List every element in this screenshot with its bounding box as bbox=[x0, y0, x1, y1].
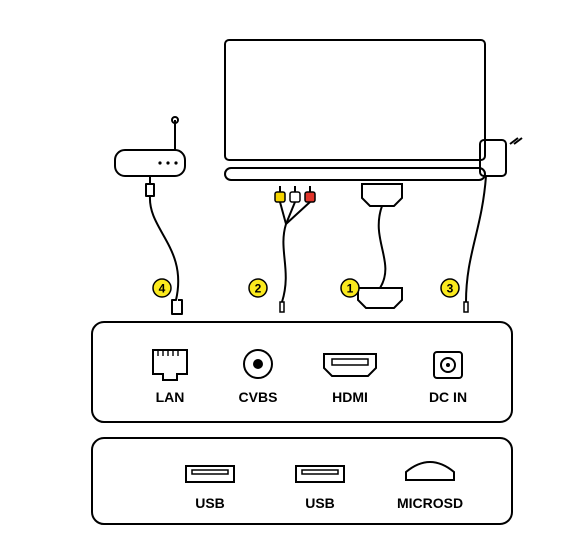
cvbs-label: CVBS bbox=[239, 389, 278, 405]
hdmi-port-icon bbox=[324, 354, 376, 376]
microsd-port-icon bbox=[406, 462, 454, 480]
badge-2: 2 bbox=[249, 279, 267, 297]
dcin-label: DC IN bbox=[429, 389, 467, 405]
lan-port-icon bbox=[153, 350, 187, 380]
badge-4: 4 bbox=[153, 279, 171, 297]
hdmi-label: HDMI bbox=[332, 389, 368, 405]
usb1-port-icon bbox=[186, 466, 234, 482]
power-adapter bbox=[480, 138, 522, 176]
badge-3: 3 bbox=[441, 279, 459, 297]
badge-1-label: 1 bbox=[347, 282, 354, 296]
dcin-port-icon bbox=[434, 352, 462, 378]
lan-label: LAN bbox=[156, 389, 185, 405]
badge-3-label: 3 bbox=[447, 282, 454, 296]
back-panel: LAN CVBS HDMI DC IN bbox=[92, 322, 512, 422]
router bbox=[115, 117, 185, 176]
tv-stand bbox=[225, 168, 485, 180]
badge-2-label: 2 bbox=[255, 282, 262, 296]
tv-screen bbox=[225, 40, 485, 160]
usb1-label: USB bbox=[195, 495, 225, 511]
hdmi-cable bbox=[358, 184, 402, 308]
front-panel: USB USB MICROSD bbox=[92, 438, 512, 524]
microsd-label: MICROSD bbox=[397, 495, 463, 511]
usb2-port-icon bbox=[296, 466, 344, 482]
badge-4-label: 4 bbox=[159, 282, 166, 296]
cvbs-port-icon bbox=[244, 350, 272, 378]
av-cable bbox=[275, 186, 315, 312]
badge-1: 1 bbox=[341, 279, 359, 297]
tv bbox=[225, 40, 485, 180]
power-cable bbox=[464, 176, 486, 312]
usb2-label: USB bbox=[305, 495, 335, 511]
